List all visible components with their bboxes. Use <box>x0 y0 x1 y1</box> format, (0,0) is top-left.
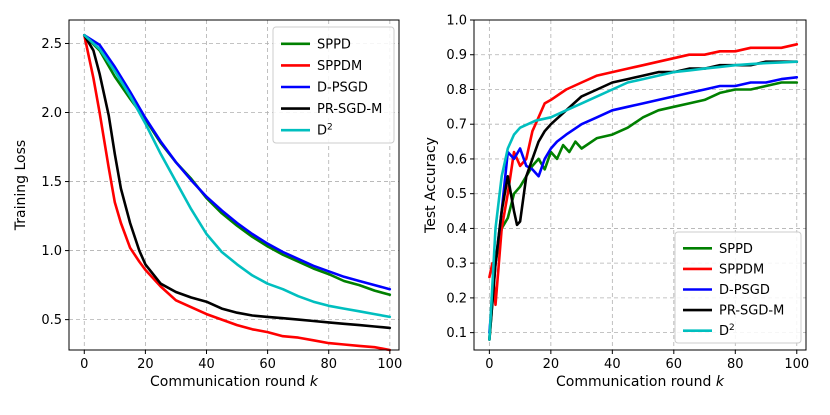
training-loss-chart: 0 20 40 60 80 100 0.5 1.0 1.5 2.0 2.5 Communicatio… <box>13 19 402 390</box>
series-line-sppd <box>488 81 799 341</box>
x-tick-label: 0 <box>485 357 493 372</box>
legend: SPPD SPPDM D-PSGD PR-SGD-M D2 <box>272 26 395 144</box>
y-tick-label: 0.5 <box>446 187 467 202</box>
series-line-sppdm <box>83 33 392 352</box>
y-tick-label: 0.1 <box>446 326 467 341</box>
series-line-d2 <box>83 33 392 319</box>
y-tick-label: 2.0 <box>41 106 62 121</box>
legend-label: D-PSGD <box>317 81 368 96</box>
series-line-pr-sgd-m <box>83 33 392 330</box>
y-tick-label: 1.0 <box>41 244 62 259</box>
legend-label: D2 <box>317 123 333 139</box>
series-line-d2 <box>488 60 799 341</box>
x-tick-label: 40 <box>604 357 621 372</box>
y-tick-label: 0.7 <box>446 118 467 133</box>
legend-label: SPPD <box>317 37 351 52</box>
x-tick-label: 80 <box>727 357 744 372</box>
x-axis-label: Communication round k <box>556 374 725 390</box>
y-tick-label: 0.2 <box>446 291 467 306</box>
x-axis-label: Communication round k <box>150 374 319 390</box>
legend-label: D-PSGD <box>719 283 770 298</box>
plot-frame <box>68 19 400 351</box>
y-axis-label: Training Loss <box>13 140 29 231</box>
x-tick-label: 80 <box>320 357 337 372</box>
test-accuracy-chart: 0 20 40 60 80 100 0.1 0.2 0.3 0.4 0.5 0.6 0.7 0.8 0.9 1… <box>423 14 809 391</box>
y-axis-label: Test Accuracy <box>423 137 439 234</box>
x-tick-label: 60 <box>259 357 276 372</box>
x-tick-label: 20 <box>137 357 154 372</box>
y-tick-label: 1.0 <box>446 14 467 29</box>
legend: SPPD SPPDM D-PSGD PR-SGD-M D2 <box>674 231 802 344</box>
x-tick-label: 100 <box>377 357 402 372</box>
x-tick-label: 60 <box>666 357 683 372</box>
legend-label: PR-SGD-M <box>719 304 784 319</box>
plot-frame <box>473 19 807 351</box>
series-line-d-psgd <box>83 33 392 291</box>
x-tick-label: 40 <box>198 357 215 372</box>
y-tick-label: 0.8 <box>446 83 467 98</box>
legend-label: PR-SGD-M <box>317 102 382 117</box>
legend-label: SPPDM <box>719 262 764 277</box>
y-tick-label: 2.5 <box>41 37 62 52</box>
y-tick-label: 0.4 <box>446 222 467 237</box>
series-line-sppdm <box>488 43 799 307</box>
legend-label: SPPDM <box>317 59 362 74</box>
series-line-d-psgd <box>488 76 799 334</box>
y-tick-label: 0.3 <box>446 257 467 272</box>
y-tick-label: 0.6 <box>446 152 467 167</box>
y-tick-label: 0.5 <box>41 313 62 328</box>
x-tick-label: 100 <box>784 357 809 372</box>
x-tick-label: 0 <box>80 357 88 372</box>
x-tick-label: 20 <box>543 357 560 372</box>
legend-box <box>674 231 802 344</box>
y-tick-label: 0.9 <box>446 48 467 63</box>
y-tick-label: 1.5 <box>41 175 62 190</box>
legend-label: SPPD <box>719 242 753 257</box>
legend-box <box>272 26 395 144</box>
legend-label: D2 <box>719 323 735 339</box>
